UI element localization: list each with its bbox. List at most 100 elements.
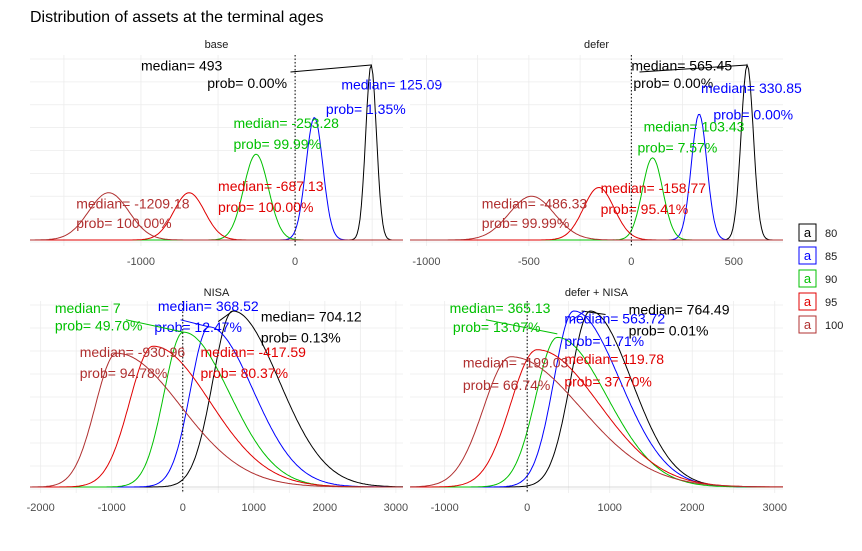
prob-label: prob= 7.57% [637,140,717,156]
median-label: median= -486.33 [482,196,588,212]
median-label: median= -158.77 [601,180,707,196]
x-tick-label: -500 [518,256,540,268]
median-label: median= -687.13 [218,178,324,194]
annotation-leader [217,310,234,322]
median-label: median= 368.52 [158,298,259,314]
median-label: median= -253.28 [233,115,339,131]
legend-glyph: a [804,248,812,263]
legend-glyph: a [804,294,812,309]
panel: defer -1000 -500 0 500 median= 565.45 prob= 0.… [410,39,802,268]
density-line [410,336,783,488]
prob-label: prob= 12.47% [154,319,242,335]
legend-key [798,292,817,311]
panel-title: defer [584,39,609,51]
annotation-leader [639,64,748,73]
panel-title: defer + NISA [565,287,629,299]
panel: base -1000 0 median= 493 prob= 0.00% median= … [30,39,442,268]
median-label: median= 365.13 [450,300,551,316]
prob-label: prob= 0.00% [633,75,713,91]
legend-glyph: a [804,225,812,240]
x-tick-label: -1000 [431,502,459,514]
density-line [410,157,783,241]
x-tick-label: 3000 [763,502,787,514]
annotation-leader [180,319,210,328]
prob-label: prob= 1.71% [564,333,644,349]
x-tick-label: -1000 [98,502,126,514]
prob-label: prob= 99.99% [482,215,570,231]
prob-label: prob= 80.37% [201,365,289,381]
prob-label: prob= 0.01% [629,323,709,339]
median-label: median= 764.49 [629,302,730,318]
legend: a 80 a 85 a 90 a 95 a 100 [798,223,843,334]
median-label: median= 563.72 [564,310,665,326]
legend-glyph: a [804,317,812,332]
prob-label: prob= 13.07% [453,319,541,335]
prob-label: prob= 1.35% [326,101,406,117]
panel-title: base [205,39,229,51]
x-tick-label: 0 [524,502,530,514]
annotation-leader [569,310,586,322]
median-label: median= 493 [141,57,223,73]
median-label: median= -1209.18 [76,196,189,212]
prob-label: prob= 100.00% [76,215,171,231]
legend-key [798,246,817,265]
legend-label: 85 [825,251,837,263]
prob-label: prob= 49.70% [55,317,143,333]
legend-key [798,223,817,242]
x-tick-label: 0 [292,256,298,268]
panel: defer + NISA -1000 0 1000 2000 3000 median= 76… [409,287,787,514]
prob-label: prob= 0.13% [261,330,341,346]
x-tick-label: 0 [628,256,634,268]
annotation-leader [290,64,372,73]
prob-label: prob= 66.74% [463,377,551,393]
median-label: median= 7 [55,300,121,316]
legend-label: 80 [825,228,837,240]
legend-label: 95 [825,297,837,309]
density-line [410,186,783,241]
density-line [410,195,783,241]
page-title: Distribution of assets at the terminal a… [30,9,323,26]
median-label: median= 704.12 [261,309,362,325]
x-tick-label: 500 [725,256,743,268]
x-tick-label: 0 [180,502,186,514]
prob-label: prob= 0.00% [713,106,793,122]
panel-title: NISA [204,287,230,299]
annotation-leader [125,319,184,333]
median-label: median= 119.78 [564,351,664,367]
x-tick-label: 1000 [597,502,621,514]
median-label: median= 330.85 [701,80,802,96]
prob-label: prob= 99.99% [233,136,321,152]
median-label: median= 103.43 [644,119,745,135]
x-tick-label: 3000 [384,502,408,514]
median-label: median= -930.96 [80,344,186,360]
panel: NISA -2000 -1000 0 1000 2000 3000 median= 704.1… [27,287,409,514]
prob-label: prob= 100.00% [218,199,313,215]
x-tick-label: -2000 [27,502,55,514]
x-tick-label: 2000 [680,502,704,514]
prob-label: prob= 0.00% [207,75,287,91]
x-tick-label: 1000 [242,502,266,514]
median-label: median= -417.59 [201,344,307,360]
prob-label: prob= 95.41% [601,201,689,217]
density-line [409,356,783,488]
density-line [30,310,403,488]
median-label: median= 125.09 [341,77,442,93]
prob-label: prob= 94.78% [80,365,168,381]
legend-key [798,315,817,334]
annotation-leader [485,319,558,335]
median-label: median= -199.03 [463,354,569,370]
density-line [30,192,403,241]
annotation-leader [581,310,606,316]
x-tick-label: 2000 [313,502,337,514]
median-label: median= 565.45 [631,57,732,73]
density-line [30,352,403,488]
legend-label: 100 [825,320,843,332]
legend-glyph: a [804,271,812,286]
x-tick-label: -1000 [412,256,440,268]
x-tick-label: -1000 [127,256,155,268]
legend-key [798,269,817,288]
legend-label: 90 [825,274,837,286]
